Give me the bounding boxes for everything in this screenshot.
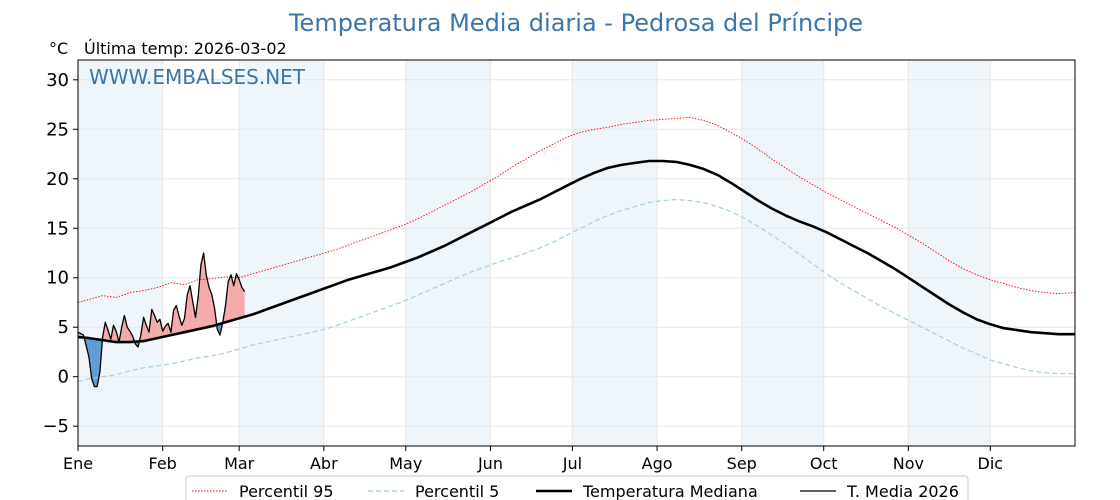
- x-tick-label: Abr: [310, 454, 338, 473]
- x-tick-label: Dic: [978, 454, 1004, 473]
- y-tick-label: −5: [42, 416, 69, 437]
- x-axis: Ene Feb Mar Abr May Jun Jul Ago Sep Oct Nov Dic: [63, 446, 1003, 473]
- x-tick-label: Sep: [727, 454, 757, 473]
- x-tick-label: Ago: [642, 454, 673, 473]
- y-tick-label: 20: [46, 169, 69, 190]
- x-tick-label: Mar: [224, 454, 255, 473]
- series-lines: [77, 116, 1076, 388]
- warm-anomaly-fill: [151, 309, 155, 340]
- warm-anomaly-fill: [187, 285, 190, 332]
- warm-anomaly-fill: [162, 326, 166, 337]
- y-axis: −5 0 5 10 15 20 25 30: [42, 70, 78, 437]
- cold-anomaly-fill: [91, 338, 95, 387]
- warm-anomaly-fill: [200, 253, 204, 329]
- warm-anomaly-fill: [206, 275, 210, 328]
- month-band: [239, 60, 324, 446]
- x-tick-label: Feb: [149, 454, 177, 473]
- x-tick-label: Oct: [810, 454, 838, 473]
- warm-anomaly-fill: [176, 305, 180, 334]
- warm-anomaly-fill: [189, 285, 193, 331]
- warm-anomaly-fill: [165, 323, 169, 337]
- warm-anomaly-fill: [241, 287, 245, 318]
- warm-anomaly-fill: [181, 318, 185, 333]
- x-tick-label: Jul: [562, 454, 582, 473]
- chart-title: Temperatura Media diaria - Pedrosa del P…: [288, 9, 863, 37]
- x-tick-label: Nov: [893, 454, 924, 473]
- legend-box: [185, 475, 969, 500]
- month-band: [572, 60, 658, 446]
- legend-label: Temperatura Mediana: [582, 482, 758, 500]
- series-line-temperatura-mediana: [77, 159, 1075, 344]
- warm-anomaly-fill: [209, 287, 212, 327]
- watermark: WWW.EMBALSES.NET: [89, 65, 306, 89]
- warm-anomaly-fill: [105, 322, 109, 341]
- warm-anomaly-fill: [146, 325, 150, 341]
- x-tick-label: May: [389, 454, 422, 473]
- warm-anomaly-fill: [121, 315, 125, 343]
- month-bands: [78, 60, 991, 446]
- series-line-percentil-5: [77, 199, 1075, 383]
- x-tick-label: Jun: [477, 454, 503, 473]
- month-band: [78, 60, 163, 446]
- month-band: [741, 60, 824, 446]
- series-line-t-media-2026: [77, 252, 246, 388]
- warm-anomaly-fill: [198, 264, 201, 330]
- warm-anomaly-fill: [236, 273, 240, 320]
- warm-anomaly-fill: [173, 305, 177, 335]
- legend: Percentil 95 Percentil 5 Temperatura Media…: [185, 475, 969, 500]
- warm-anomaly-fill: [228, 274, 231, 322]
- warm-anomaly-fill: [211, 294, 215, 327]
- warm-anomaly-fill: [239, 279, 242, 319]
- last-temp-subtitle: Última temp: 2026-03-02: [84, 39, 287, 58]
- y-axis-unit-label: °C: [49, 39, 68, 58]
- legend-label: Percentil 95: [239, 482, 334, 500]
- y-tick-label: 10: [46, 268, 69, 289]
- warm-anomaly-fill: [230, 274, 234, 321]
- warm-anomaly-fill: [113, 325, 117, 343]
- warm-anomaly-fill: [129, 331, 133, 343]
- warm-anomaly-fill: [157, 319, 160, 339]
- y-tick-label: 25: [46, 119, 69, 140]
- y-tick-label: 5: [58, 317, 69, 338]
- warm-anomaly-fill: [124, 315, 128, 343]
- grid-lines: [77, 60, 1075, 446]
- legend-label: T. Media 2026: [846, 482, 959, 500]
- month-band: [405, 60, 491, 446]
- plot-frame: [77, 59, 1076, 447]
- y-tick-label: 15: [46, 218, 69, 239]
- month-band: [908, 60, 991, 446]
- series-line-percentil-95: [77, 116, 1076, 303]
- y-tick-label: 0: [58, 367, 69, 388]
- warm-anomaly-fill: [143, 317, 147, 342]
- y-tick-label: 30: [46, 70, 69, 91]
- cold-anomaly-fill: [94, 338, 98, 387]
- legend-label: Percentil 5: [415, 482, 499, 500]
- x-tick-label: Ene: [63, 454, 93, 473]
